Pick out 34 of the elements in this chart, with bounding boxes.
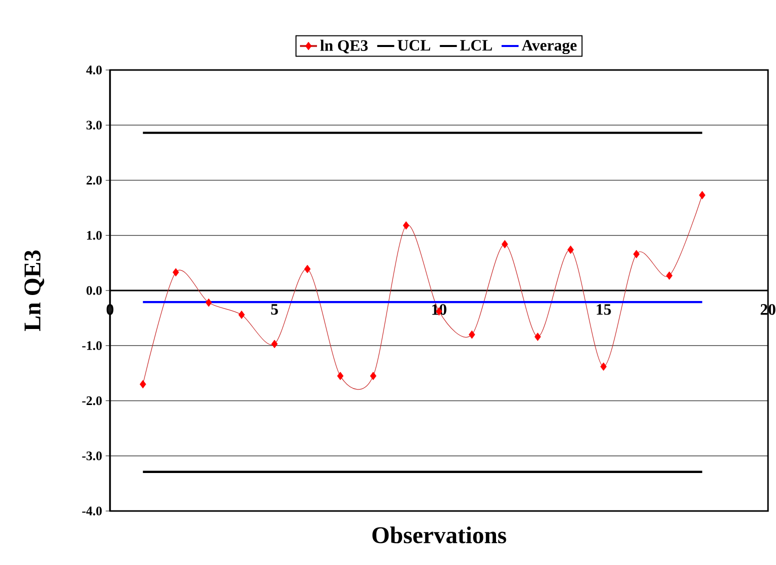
legend-label: ln QE3: [320, 40, 368, 54]
point: [699, 190, 706, 200]
point: [402, 221, 410, 230]
x-tick-label: 5: [271, 304, 278, 315]
y-tick-label: -2.0: [82, 396, 102, 406]
y-tick-label: -4.0: [82, 506, 102, 516]
point: [304, 264, 311, 274]
point: [238, 310, 245, 319]
point: [172, 268, 179, 276]
point: [567, 246, 574, 254]
y-axis-title: Ln QE3: [24, 250, 44, 331]
y-tick-label: 2.0: [86, 176, 102, 185]
y-tick-label: -3.0: [82, 451, 102, 460]
x-tick-label: 15: [596, 304, 611, 315]
x-axis-title: Observations: [372, 526, 506, 544]
y-tick-label: 1.0: [87, 230, 102, 240]
legend-label: LCL: [460, 40, 492, 51]
point: [600, 362, 607, 371]
point: [666, 271, 672, 280]
point: [271, 340, 278, 348]
point: [140, 380, 146, 388]
point: [633, 250, 640, 258]
y-tick-label: 3.0: [86, 120, 102, 130]
y-tick-label: 4.0: [86, 66, 102, 74]
y-tick-label: 0.0: [86, 286, 102, 295]
legend-label: UCL: [398, 40, 430, 51]
y-tick-label: -1.0: [82, 341, 102, 350]
point: [206, 298, 212, 307]
point: [370, 372, 376, 380]
point: [502, 240, 508, 248]
point: [337, 372, 344, 380]
point: [534, 332, 541, 341]
legend-label: Average: [522, 40, 577, 54]
point: [468, 330, 476, 339]
